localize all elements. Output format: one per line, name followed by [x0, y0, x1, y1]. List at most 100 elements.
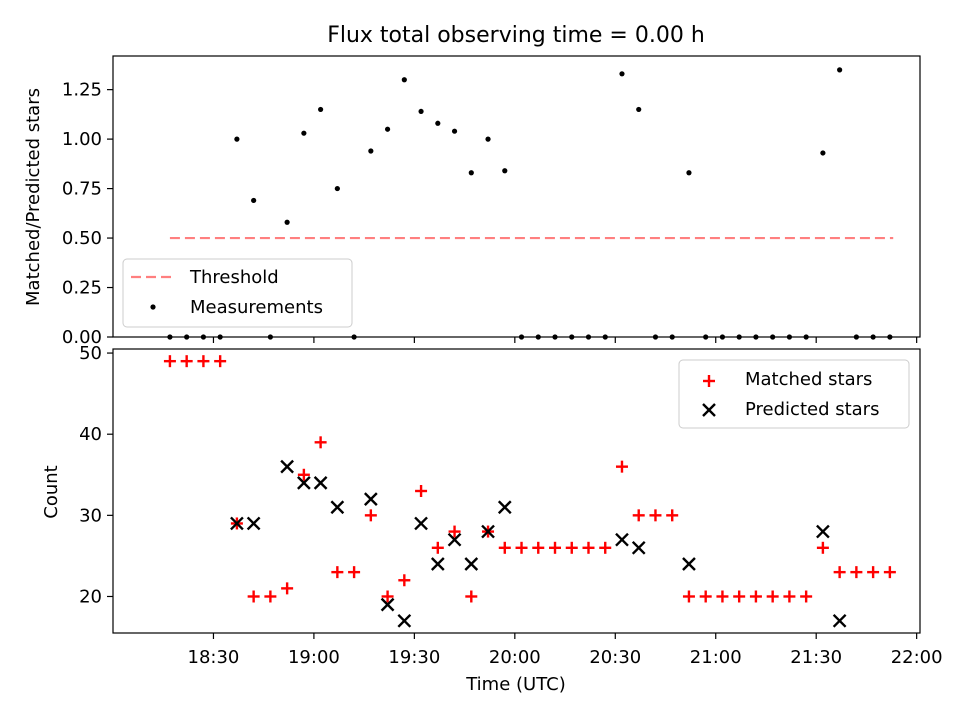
bottom-y-tick-label: 40 — [79, 424, 102, 445]
matched-star-point — [532, 541, 545, 554]
matched-star-point — [247, 590, 260, 603]
legend-matched-label: Matched stars — [745, 369, 872, 390]
predicted-star-point — [816, 524, 830, 539]
matched-star-point — [582, 541, 595, 554]
matched-star-point — [733, 590, 746, 603]
measurement-point — [468, 170, 474, 176]
measurement-point — [686, 170, 692, 176]
legend-measurements-label: Measurements — [190, 297, 323, 318]
predicted-star-point — [363, 492, 378, 506]
matched-star-point — [682, 590, 695, 603]
legend-predicted-swatch — [702, 403, 716, 417]
matched-star-point — [649, 509, 662, 522]
top-y-tick-label: 0.75 — [62, 179, 102, 200]
matched-star-point — [800, 590, 813, 603]
bottom-y-tick-label: 50 — [79, 343, 102, 364]
predicted-star-point — [481, 524, 495, 539]
matched-star-point — [749, 590, 762, 603]
measurement-point — [334, 185, 340, 192]
matched-star-point — [415, 485, 428, 497]
measurement-point — [384, 126, 391, 132]
matched-star-point — [348, 566, 361, 579]
measurement-point — [636, 106, 642, 113]
matched-star-point — [364, 509, 377, 522]
x-tick-label: 19:00 — [288, 647, 340, 668]
bottom-y-axis-label: Count — [41, 465, 62, 518]
measurement-point — [318, 106, 324, 113]
predicted-stars-points — [230, 459, 847, 628]
top-y-tick-label: 1.00 — [62, 129, 102, 150]
matched-star-point — [180, 355, 193, 368]
x-tick-label: 20:00 — [489, 647, 541, 668]
x-tick-label: 21:30 — [790, 647, 842, 668]
bottom-plot-frame — [112, 348, 921, 634]
measurement-point — [418, 108, 424, 115]
predicted-star-point — [615, 532, 629, 547]
matched-star-point — [632, 509, 645, 522]
predicted-star-point — [380, 597, 395, 612]
predicted-star-point — [832, 613, 847, 628]
matched-star-point — [816, 541, 829, 554]
predicted-star-point — [682, 557, 696, 571]
chart-title: Flux total observing time = 0.00 h — [327, 23, 705, 48]
x-tick-label: 22:00 — [891, 647, 943, 668]
top-x-ticks — [212, 337, 918, 343]
legend-predicted-label: Predicted stars — [745, 399, 879, 420]
matched-star-point — [599, 541, 612, 554]
x-tick-label: 18:30 — [188, 647, 240, 668]
matched-star-point — [381, 590, 394, 603]
x-tick-label: 21:00 — [690, 647, 742, 668]
predicted-star-point — [447, 532, 462, 547]
matched-star-point — [264, 590, 277, 603]
bottom-x-ticks: 18:30 19:00 19:30 20:00 20:30 21:00 21:30 22:00 — [188, 633, 943, 668]
top-y-tick-label: 0.00 — [62, 327, 102, 348]
bottom-y-tick-label: 20 — [79, 586, 102, 607]
measurement-point — [284, 219, 290, 225]
matched-star-point — [867, 566, 880, 579]
measurement-point — [451, 128, 458, 134]
measurement-point — [368, 148, 374, 154]
x-axis-label: Time (UTC) — [465, 674, 566, 695]
predicted-star-point — [313, 476, 328, 490]
measurement-point — [301, 130, 307, 136]
matched-star-point — [699, 590, 712, 603]
measurement-point — [435, 120, 441, 126]
legend-threshold-label: Threshold — [189, 267, 279, 288]
bottom-y-tick-label: 30 — [79, 505, 102, 526]
measurement-point — [619, 71, 625, 77]
predicted-star-point — [330, 500, 345, 515]
matched-star-point — [281, 582, 294, 595]
matched-star-point — [766, 590, 779, 603]
matched-star-point — [716, 590, 729, 603]
measurement-point — [234, 136, 240, 142]
matched-stars-points — [163, 355, 896, 603]
matched-star-point — [431, 541, 444, 554]
top-y-tick-label: 0.25 — [62, 278, 102, 299]
bottom-y-ticks: 20 30 40 50 — [79, 343, 113, 607]
top-plot-frame — [112, 55, 921, 338]
top-panel: Flux total observing time = 0.00 h Match… — [23, 23, 921, 348]
matched-star-point — [666, 509, 679, 522]
matched-star-point — [214, 355, 227, 368]
measurement-point — [837, 67, 843, 73]
top-y-tick-label: 0.50 — [62, 228, 102, 249]
predicted-star-point — [297, 476, 311, 490]
predicted-star-point — [464, 557, 479, 571]
matched-star-point — [515, 541, 528, 554]
x-tick-label: 20:30 — [589, 647, 641, 668]
matched-star-point — [615, 460, 628, 473]
predicted-star-point — [397, 613, 412, 628]
x-tick-label: 19:30 — [388, 647, 440, 668]
predicted-star-point — [246, 516, 261, 531]
predicted-star-point — [497, 500, 512, 515]
matched-star-point — [197, 355, 210, 368]
matched-star-point — [883, 566, 896, 579]
matched-star-point — [331, 566, 344, 579]
top-y-axis-label: Matched/Predicted stars — [23, 88, 44, 306]
predicted-star-point — [414, 516, 428, 531]
matched-star-point — [465, 590, 478, 603]
top-legend: Threshold Measurements — [122, 258, 353, 328]
legend-measurement-swatch — [150, 304, 156, 310]
matched-star-point — [498, 541, 511, 554]
